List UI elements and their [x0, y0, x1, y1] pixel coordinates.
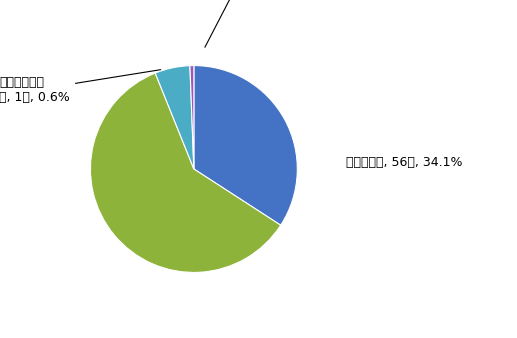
Text: 把握していな
い, 1件, 0.6%: 把握していな い, 1件, 0.6% [0, 70, 161, 104]
Wedge shape [90, 73, 281, 272]
Wedge shape [155, 66, 194, 169]
Wedge shape [190, 66, 194, 169]
Text: その他, 9件, 5.5%: その他, 9件, 5.5% [200, 0, 286, 47]
Text: 値上げした, 56件, 34.1%: 値上げした, 56件, 34.1% [346, 156, 463, 169]
Wedge shape [194, 66, 297, 225]
